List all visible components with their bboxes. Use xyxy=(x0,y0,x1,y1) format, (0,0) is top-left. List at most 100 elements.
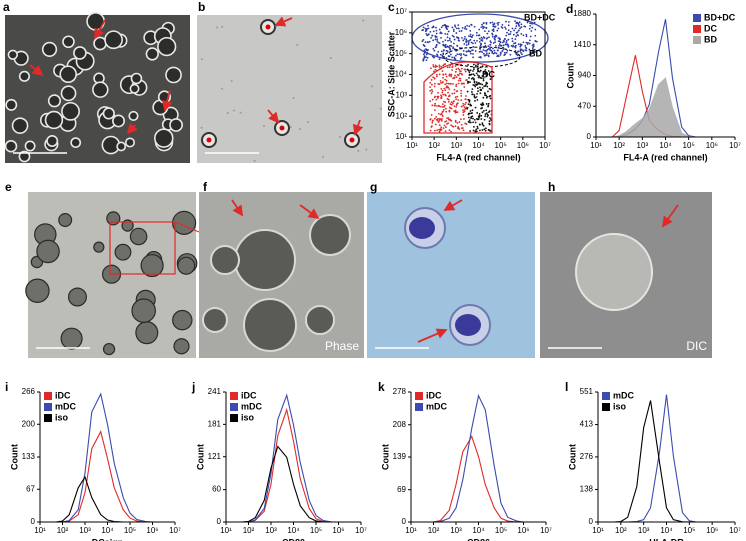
x-axis-label: HLA-DR xyxy=(649,537,684,541)
event-dot xyxy=(489,47,491,50)
event-dot xyxy=(437,50,440,53)
event-dot xyxy=(517,34,520,37)
y-tick-label: 940 xyxy=(578,71,592,80)
legend-label: iso xyxy=(241,412,255,422)
event-dot xyxy=(528,48,531,51)
event-dot xyxy=(480,114,483,117)
event-dot xyxy=(495,52,498,55)
event-dot xyxy=(458,53,461,56)
event-dot xyxy=(487,105,489,108)
y-tick-label: 10⁷ xyxy=(395,7,407,16)
cell xyxy=(116,141,127,152)
event-dot xyxy=(434,36,437,38)
event-dot xyxy=(489,88,492,91)
cell xyxy=(129,227,148,246)
event-dot xyxy=(435,32,438,35)
event-dot xyxy=(457,79,460,82)
event-dot xyxy=(426,34,429,36)
event-dot xyxy=(453,57,456,60)
event-dot xyxy=(442,49,445,52)
x-tick-label: 10⁴ xyxy=(659,141,672,150)
event-dot xyxy=(522,34,525,37)
event-dot xyxy=(462,114,465,116)
legend-label: iso xyxy=(55,412,69,422)
cell xyxy=(202,307,228,333)
event-dot xyxy=(422,58,425,61)
event-dot xyxy=(489,40,492,43)
event-dot xyxy=(448,55,451,58)
event-dot xyxy=(438,64,441,67)
gate-label: BD+DC xyxy=(524,12,556,22)
event-dot xyxy=(450,82,452,85)
event-dot xyxy=(507,46,510,48)
event-dot xyxy=(464,26,467,28)
event-dot xyxy=(479,89,482,91)
x-tick-label: 10⁶ xyxy=(706,526,718,535)
event-dot xyxy=(501,50,504,53)
event-dot xyxy=(472,76,474,79)
cell-core xyxy=(349,137,355,143)
event-dot xyxy=(435,26,437,29)
event-dot xyxy=(431,98,434,101)
event-dot xyxy=(451,125,454,128)
event-dot xyxy=(456,102,459,105)
event-dot xyxy=(511,37,514,40)
cell xyxy=(4,139,18,153)
y-tick-label: 181 xyxy=(208,419,222,428)
cell xyxy=(145,47,159,61)
event-dot xyxy=(472,117,474,120)
event-dot xyxy=(492,47,494,50)
event-dot xyxy=(441,91,444,94)
event-dot xyxy=(529,35,532,38)
event-dot xyxy=(461,36,463,39)
event-dot xyxy=(478,37,481,40)
cell xyxy=(61,101,80,121)
event-dot xyxy=(522,41,525,44)
event-dot xyxy=(513,29,516,32)
x-tick-label: 10¹ xyxy=(406,141,418,150)
event-dot xyxy=(458,121,461,123)
event-dot xyxy=(436,73,438,76)
legend-swatch xyxy=(44,403,52,411)
event-dot xyxy=(514,42,517,44)
cell xyxy=(11,117,29,134)
cell xyxy=(130,72,143,85)
event-dot xyxy=(487,54,490,57)
legend-label: mDC xyxy=(55,401,77,411)
event-dot xyxy=(471,49,473,52)
event-dot xyxy=(500,26,503,28)
event-dot xyxy=(442,55,444,58)
event-dot xyxy=(457,74,460,77)
event-dot xyxy=(458,68,461,71)
event-dot xyxy=(456,53,459,56)
event-dot xyxy=(434,104,436,107)
debris xyxy=(365,148,368,151)
event-dot xyxy=(448,46,450,48)
gate xyxy=(443,46,521,68)
event-dot xyxy=(464,98,467,100)
event-dot xyxy=(463,106,466,109)
cell-core xyxy=(279,125,285,131)
event-dot xyxy=(460,92,463,95)
event-dot xyxy=(523,25,526,28)
event-dot xyxy=(509,30,512,33)
x-tick-label: 10⁴ xyxy=(101,526,114,535)
debris xyxy=(370,85,373,88)
event-dot xyxy=(472,73,475,76)
x-tick-label: 10³ xyxy=(265,526,277,535)
event-dot xyxy=(453,76,455,79)
event-dot xyxy=(485,82,488,84)
event-dot xyxy=(441,114,444,117)
event-dot xyxy=(465,41,468,44)
event-dot xyxy=(467,50,470,53)
event-dot xyxy=(487,114,489,117)
event-dot xyxy=(454,70,457,73)
debris xyxy=(379,107,382,110)
event-dot xyxy=(446,50,449,53)
event-dot xyxy=(525,33,528,36)
event-dot xyxy=(444,83,447,86)
event-dot xyxy=(467,103,470,106)
event-dot xyxy=(448,74,451,77)
event-dot xyxy=(460,124,463,126)
histogram-area xyxy=(596,77,735,138)
